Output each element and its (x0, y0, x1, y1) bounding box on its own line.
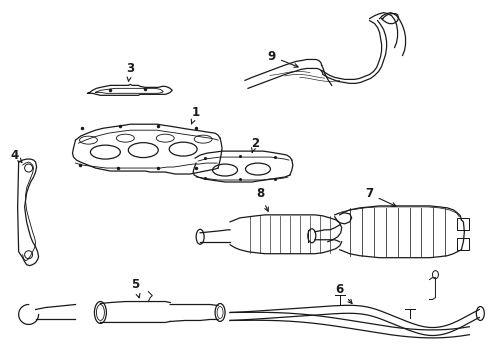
Text: 8: 8 (255, 188, 268, 211)
Text: 6: 6 (335, 283, 351, 303)
Text: 3: 3 (126, 62, 134, 81)
Text: 1: 1 (191, 106, 200, 124)
Bar (456, 218, 468, 230)
Text: 9: 9 (267, 50, 298, 67)
Text: 2: 2 (250, 137, 259, 153)
Text: 4: 4 (11, 149, 22, 162)
Bar (456, 238, 468, 250)
Text: 5: 5 (131, 278, 140, 298)
Text: 7: 7 (365, 188, 395, 206)
